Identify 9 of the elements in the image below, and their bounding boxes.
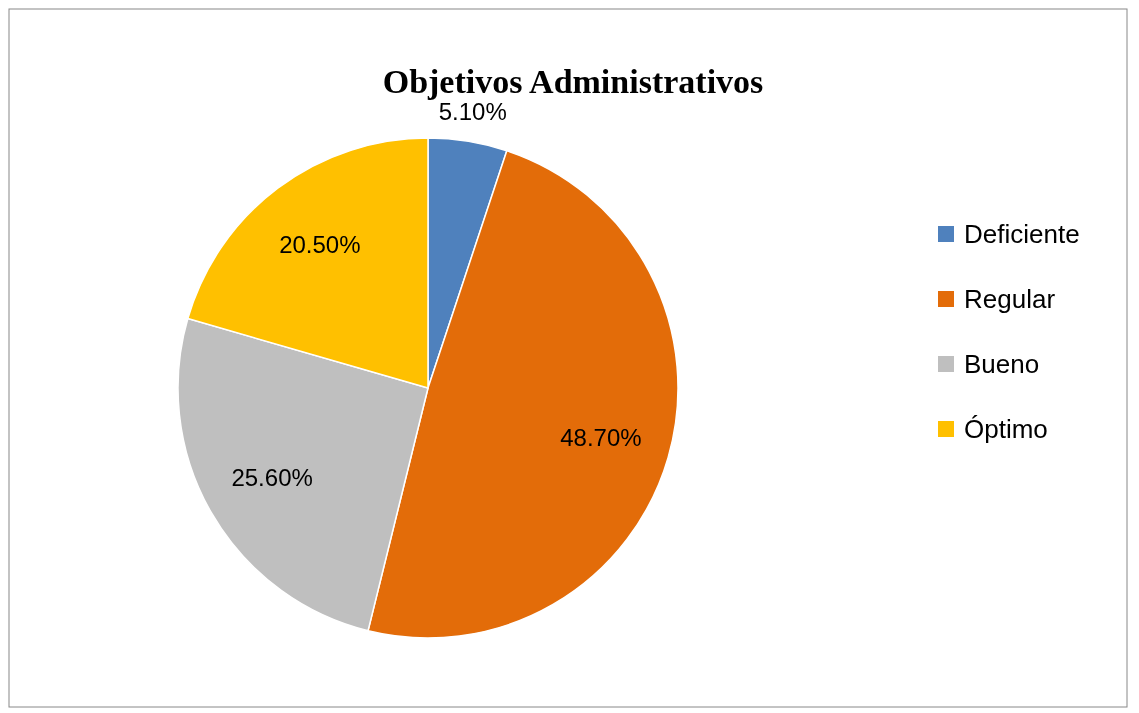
data-label: 25.60% [231, 464, 313, 492]
data-label: 20.50% [279, 230, 361, 258]
legend-label: Bueno [964, 349, 1040, 380]
chart-title: Objetivos Administrativos [382, 63, 764, 100]
legend-label: Deficiente [964, 219, 1080, 250]
legend-label: Regular [964, 284, 1056, 315]
data-label: 5.10% [438, 97, 507, 125]
data-label: 48.70% [560, 424, 642, 452]
legend-label: Óptimo [964, 414, 1048, 445]
